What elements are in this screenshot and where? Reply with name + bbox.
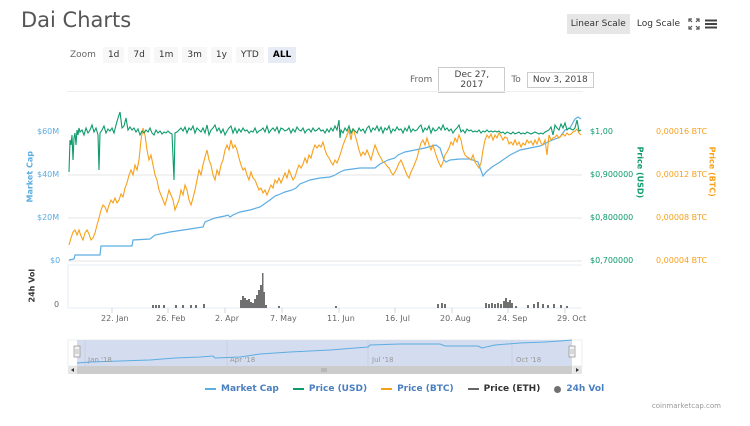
- scale-toolbar: Linear Scale Log Scale: [566, 14, 718, 34]
- legend-item-market-cap[interactable]: Market Cap: [205, 384, 279, 394]
- chart-legend: Market Cap Price (USD) Price (BTC) Price…: [205, 384, 604, 394]
- from-date-input[interactable]: Dec 27, 2017: [438, 67, 506, 93]
- to-date-input[interactable]: Nov 3, 2018: [526, 72, 594, 88]
- legend-line-icon: [292, 388, 304, 390]
- zoom-label: Zoom: [70, 50, 96, 60]
- log-scale-button[interactable]: Log Scale: [636, 19, 680, 29]
- zoom-1m-button[interactable]: 1m: [153, 47, 179, 63]
- navigator-handle-left[interactable]: [73, 345, 81, 358]
- zoom-1d-button[interactable]: 1d: [102, 47, 125, 63]
- date-range: From Dec 27, 2017 To Nov 3, 2018: [410, 67, 594, 93]
- y-tick-mcap-40m: $40M: [37, 170, 60, 179]
- navigator-label: Jul '18: [372, 356, 394, 364]
- navigator-label: Oct '18: [516, 356, 542, 364]
- navigator-handle-right[interactable]: [568, 345, 576, 358]
- y-tick-usd-08: $0,800000: [590, 213, 634, 222]
- scrollbar[interactable]: [68, 366, 582, 374]
- y-tick-usd-07: $0,700000: [590, 256, 634, 265]
- legend-item-price-btc[interactable]: Price (BTC): [381, 384, 454, 394]
- y-tick-mcap-60m: $60M: [37, 127, 60, 136]
- credit-link[interactable]: coinmarketcap.com: [651, 402, 721, 410]
- zoom-selector: Zoom 1d 7d 1m 3m 1y YTD ALL: [70, 47, 297, 63]
- series-price-usd: [68, 111, 582, 181]
- legend-item-volume[interactable]: 24h Vol: [554, 384, 604, 394]
- series-price-btc: [68, 127, 582, 246]
- x-tick-label: 24. Sep: [497, 314, 528, 323]
- y-tick-usd-09: $0,900000: [590, 170, 634, 179]
- zoom-all-button[interactable]: ALL: [267, 47, 297, 63]
- legend-line-icon: [467, 388, 479, 390]
- divider: [67, 91, 583, 92]
- fullscreen-icon[interactable]: [687, 17, 701, 31]
- legend-line-icon: [205, 388, 216, 390]
- zoom-1y-button[interactable]: 1y: [210, 47, 232, 63]
- zoom-ytd-button[interactable]: YTD: [235, 47, 264, 63]
- legend-item-price-usd[interactable]: Price (USD): [292, 384, 367, 394]
- legend-line-icon: [381, 388, 393, 390]
- y-tick-mcap-0: $0: [50, 256, 61, 265]
- navigator-label: Apr '18: [230, 356, 256, 364]
- x-tick-label: 22. Jan: [101, 314, 129, 323]
- y-tick-btc-04: 0,00004 BTC: [656, 256, 708, 265]
- linear-scale-button[interactable]: Linear Scale: [566, 14, 630, 34]
- legend-dot-icon: [554, 385, 562, 393]
- y-tick-usd-1: $1,00: [590, 127, 613, 136]
- y-tick-volume-0: 0: [54, 300, 60, 309]
- series-market-cap: [68, 116, 582, 261]
- x-tick-label: 29. Oct: [557, 314, 587, 323]
- navigator: [67, 339, 583, 367]
- zoom-3m-button[interactable]: 3m: [182, 47, 207, 63]
- x-tick-label: 16. Jul: [385, 314, 410, 323]
- x-tick-label: 20. Aug: [440, 314, 471, 323]
- from-label: From: [410, 75, 433, 85]
- page-title: Dai Charts: [21, 8, 132, 32]
- y-tick-mcap-20m: $20M: [37, 213, 60, 222]
- x-tick-label: 11. Jun: [327, 314, 355, 323]
- series-volume: [152, 273, 568, 308]
- legend-item-price-eth[interactable]: Price (ETH): [467, 384, 540, 394]
- to-label: To: [511, 75, 521, 85]
- y-tick-btc-16: 0,00016 BTC: [656, 127, 708, 136]
- x-tick-label: 26. Feb: [156, 314, 186, 323]
- y-tick-btc-08: 0,00008 BTC: [656, 213, 708, 222]
- x-tick-label: 7. May: [270, 314, 297, 323]
- navigator-label: Jan '18: [88, 356, 112, 364]
- x-tick-label: 2. Apr: [215, 314, 240, 323]
- y-tick-btc-12: 0,00012 BTC: [656, 170, 708, 179]
- zoom-7d-button[interactable]: 7d: [128, 47, 150, 63]
- menu-icon[interactable]: [704, 17, 718, 31]
